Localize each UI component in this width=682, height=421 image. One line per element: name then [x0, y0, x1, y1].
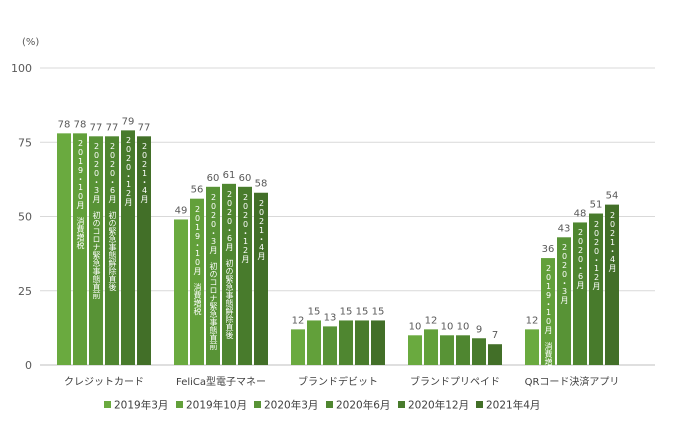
bar [57, 133, 71, 365]
data-label: 60 [207, 173, 220, 184]
data-label: 43 [558, 223, 571, 234]
bar [238, 186, 252, 365]
data-label: 9 [476, 324, 482, 335]
data-label: 7 [492, 330, 498, 341]
data-label: 15 [372, 306, 385, 317]
bar [541, 258, 555, 365]
data-label: 13 [324, 312, 337, 323]
y-axis-label: (%) [22, 37, 39, 48]
bar [190, 198, 204, 365]
legend-swatch [326, 401, 333, 408]
data-label: 58 [255, 179, 268, 190]
bar [440, 335, 454, 365]
legend-swatch [176, 401, 183, 408]
bar [488, 344, 502, 365]
legend-label: 2020年3月 [264, 399, 318, 412]
data-label: 60 [239, 173, 252, 184]
data-label: 78 [74, 119, 87, 130]
data-label: 77 [90, 122, 103, 133]
bar [323, 326, 337, 365]
bar [589, 213, 603, 365]
y-tick-label: 100 [11, 62, 32, 75]
category-label: QRコード決済アプリ [525, 375, 620, 388]
bar-annotation: 2020・12月 [241, 192, 250, 263]
bar [339, 320, 353, 365]
bar [174, 219, 188, 365]
data-label: 48 [574, 208, 587, 219]
data-label: 56 [191, 185, 204, 196]
bar [573, 222, 587, 365]
bar-annotation: 2020・3月 初のコロナ緊急事態直前 [92, 142, 101, 300]
data-label: 15 [308, 306, 321, 317]
data-label: 77 [138, 122, 151, 133]
bar [89, 136, 103, 365]
bar-annotation: 2020・6月 [576, 228, 585, 290]
data-label: 78 [58, 119, 71, 130]
bar-annotation: 2021・4月 [257, 198, 266, 260]
bar-annotation: 2021・4月 [140, 142, 149, 204]
bar-annotation: 2020・6月 初の緊急事態解除直後 [108, 142, 117, 292]
bar-annotation: 2020・3月 初のコロナ緊急事態直前 [209, 192, 218, 350]
bar-annotation: 2019・10月 消費増税 [544, 264, 553, 375]
data-label: 49 [175, 205, 188, 216]
legend-label: 2021年4月 [486, 399, 540, 412]
data-label: 15 [356, 306, 369, 317]
legend-label: 2019年10月 [186, 399, 247, 412]
bar-annotation: 2020・12月 [124, 136, 133, 207]
legend-swatch [254, 401, 261, 408]
data-label: 10 [457, 321, 470, 332]
legend-swatch [398, 401, 405, 408]
bar [605, 204, 619, 365]
bar [408, 335, 422, 365]
legend-swatch [104, 401, 111, 408]
bar-annotation: 2020・3月 [560, 243, 569, 305]
data-label: 10 [409, 321, 422, 332]
legend-label: 2019年3月 [114, 399, 168, 412]
data-label: 12 [425, 315, 438, 326]
bar-annotation: 2020・6月 初の緊急事態解除直後 [225, 189, 234, 339]
bar-annotation: 2019・10月 消費増税 [193, 204, 202, 315]
bar [254, 192, 268, 365]
data-label: 12 [292, 315, 305, 326]
bar [121, 130, 135, 365]
bar [105, 136, 119, 365]
bar [222, 183, 236, 365]
bar [355, 320, 369, 365]
data-label: 77 [106, 122, 119, 133]
category-label: クレジットカード [64, 376, 144, 388]
legend-swatch [476, 401, 483, 408]
data-label: 36 [542, 244, 555, 255]
category-label: ブランドデビット [298, 375, 378, 388]
bar-annotation: 2020・12月 [592, 219, 601, 290]
data-label: 61 [223, 170, 236, 181]
legend-label: 2020年12月 [408, 399, 469, 412]
category-label: FeliCa型電子マネー [176, 375, 266, 388]
y-tick-label: 25 [18, 285, 32, 298]
bar [472, 338, 486, 365]
bar [557, 237, 571, 365]
bar [424, 329, 438, 365]
data-label: 10 [441, 321, 454, 332]
bar [307, 320, 321, 365]
data-label: 54 [606, 191, 619, 202]
data-label: 15 [340, 306, 353, 317]
y-tick-label: 0 [25, 359, 32, 372]
y-tick-label: 75 [18, 136, 32, 149]
bar [525, 329, 539, 365]
bar-annotation: 2021・4月 [608, 210, 617, 272]
bar [206, 186, 220, 365]
legend-label: 2020年6月 [336, 399, 390, 412]
y-tick-label: 50 [18, 211, 32, 224]
data-label: 51 [590, 200, 603, 211]
bar [371, 320, 385, 365]
data-label: 12 [526, 315, 539, 326]
category-label: ブランドプリペイド [410, 375, 500, 388]
bar [456, 335, 470, 365]
bar [291, 329, 305, 365]
bar [73, 133, 87, 365]
bar [137, 136, 151, 365]
data-label: 79 [122, 116, 135, 127]
bar-annotation: 2019・10月 消費増税 [76, 139, 85, 250]
